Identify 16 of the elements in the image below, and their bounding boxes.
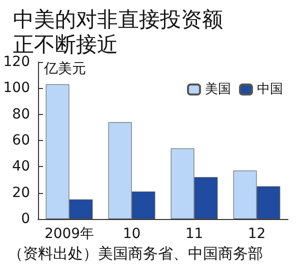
y-tick-label: 120 bbox=[3, 54, 30, 70]
x-tick-label: 2009年 bbox=[44, 226, 94, 242]
x-tick-label: 10 bbox=[122, 226, 141, 242]
y-tick-label: 0 bbox=[21, 211, 30, 227]
y-axis-title: 亿美元 bbox=[43, 61, 86, 77]
x-tick-label: 12 bbox=[248, 226, 266, 242]
y-tick-label: 60 bbox=[12, 132, 30, 148]
legend-label: 美国 bbox=[205, 81, 231, 97]
x-tick-label: 11 bbox=[185, 226, 204, 242]
y-tick-label: 40 bbox=[12, 158, 30, 175]
y-tick-label: 100 bbox=[3, 80, 30, 96]
y-tick-label: 20 bbox=[12, 184, 30, 201]
text: （资料出处）美国商务省、中国商务部 bbox=[8, 244, 263, 262]
chart-title: 中美的对非直接投资额正不断接近 bbox=[13, 8, 223, 56]
legend-label: 中国 bbox=[257, 82, 283, 97]
y-tick-label: 80 bbox=[12, 106, 30, 122]
